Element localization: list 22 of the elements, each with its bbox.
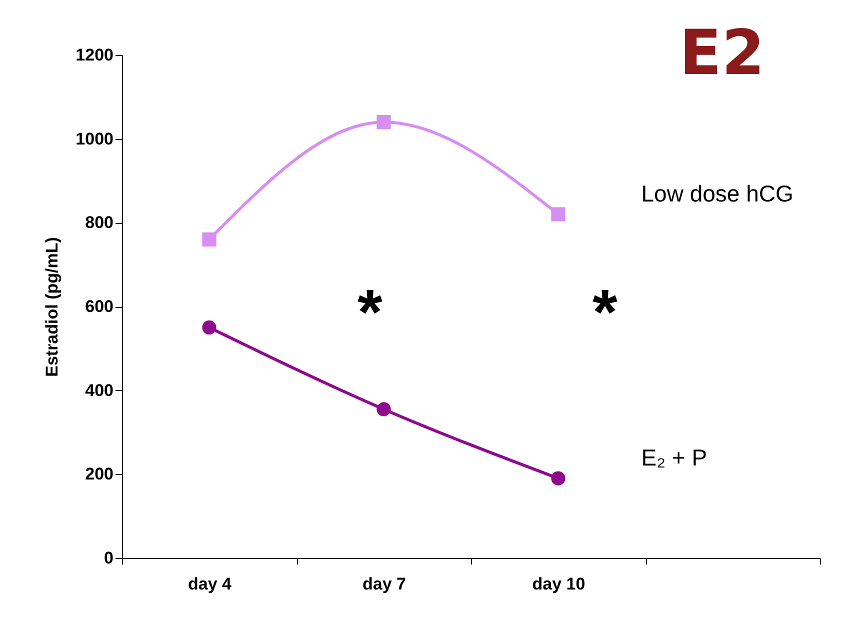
y-tick-label: 400 bbox=[85, 380, 114, 400]
point bbox=[376, 402, 391, 416]
y-tick-label: 0 bbox=[104, 548, 114, 568]
annotation: * bbox=[592, 276, 618, 348]
point bbox=[202, 232, 216, 247]
x-tick-label: day 4 bbox=[188, 574, 232, 594]
y-tick-label: 1000 bbox=[76, 129, 114, 148]
y-axis-title: Estradiol (pg/mL) bbox=[42, 237, 62, 377]
x-tick-label: day 7 bbox=[362, 574, 406, 594]
y-tick-label: 200 bbox=[85, 464, 114, 484]
chart-title: E2 bbox=[679, 16, 765, 89]
annotation: * bbox=[358, 276, 383, 348]
point bbox=[551, 207, 566, 222]
point bbox=[551, 471, 566, 486]
y-tick-label: 1200 bbox=[76, 46, 114, 64]
point bbox=[202, 320, 216, 335]
y-tick-label: 600 bbox=[85, 297, 114, 316]
x-tick-label: day 10 bbox=[532, 574, 586, 594]
y-tick-label: 800 bbox=[85, 213, 114, 232]
text: Low dose hCG bbox=[641, 180, 794, 206]
point bbox=[376, 114, 391, 130]
text: E₂ + P bbox=[641, 444, 708, 470]
